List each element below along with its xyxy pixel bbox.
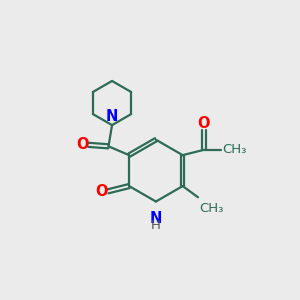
Text: O: O xyxy=(198,116,210,131)
Text: O: O xyxy=(95,184,108,199)
Text: H: H xyxy=(151,219,161,232)
Text: CH₃: CH₃ xyxy=(200,202,224,215)
Text: N: N xyxy=(150,211,162,226)
Text: O: O xyxy=(76,137,88,152)
Text: N: N xyxy=(106,109,118,124)
Text: CH₃: CH₃ xyxy=(222,143,247,156)
